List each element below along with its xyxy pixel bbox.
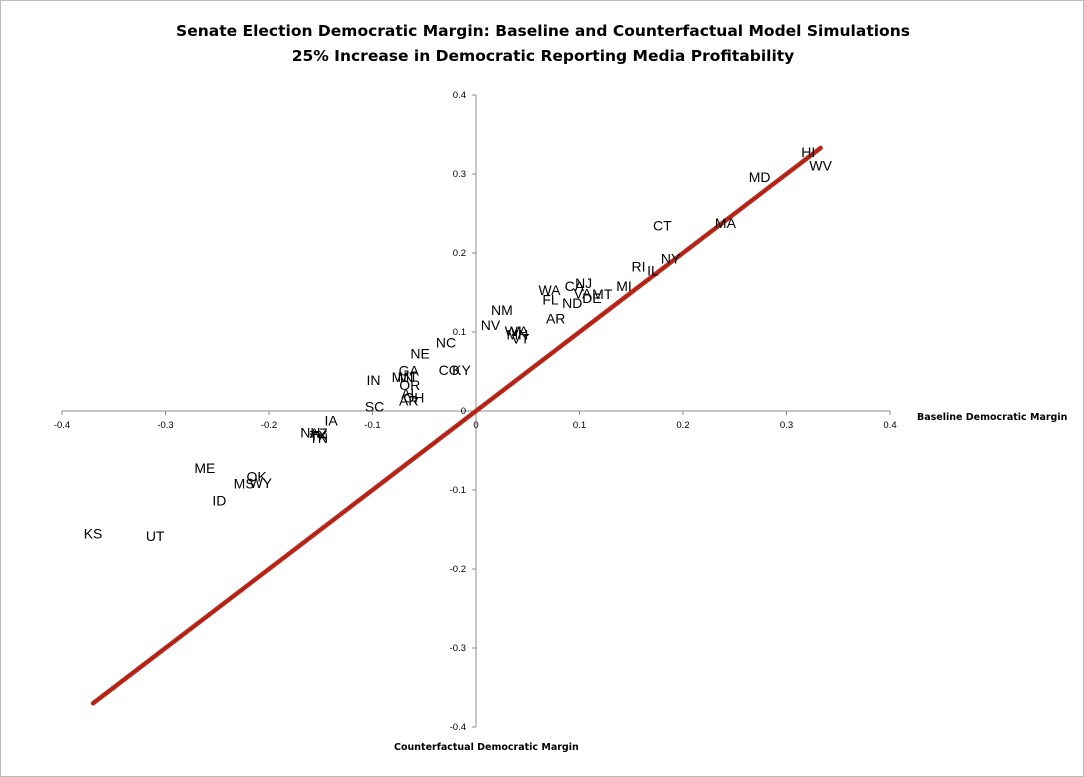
point-label-nh: NH xyxy=(300,424,320,440)
x-tick-label: -0.3 xyxy=(157,420,173,431)
point-label-hi: HI xyxy=(801,144,815,160)
point-label-nd: ND xyxy=(562,295,582,311)
point-label-id: ID xyxy=(212,492,226,508)
point-label-tn: TN xyxy=(309,430,328,446)
y-tick-label: 0.4 xyxy=(453,90,466,101)
point-label-nv: NV xyxy=(481,317,501,333)
x-tick-label: 0.1 xyxy=(573,420,586,431)
point-label-il: IL xyxy=(647,262,659,278)
point-label-al: AL xyxy=(401,386,418,402)
point-label-ia: IA xyxy=(324,412,338,428)
data-points: KS UTMEIDMSOKWYNHAZTXTNIASCINNEGAMNMTORAL… xyxy=(84,144,833,544)
point-label-nj: NJ xyxy=(575,275,592,291)
point-label-nc: NC xyxy=(436,334,456,350)
point-label-ks: KS xyxy=(84,525,103,541)
point-label-ct: CT xyxy=(653,217,672,233)
point-label-me: ME xyxy=(194,460,215,476)
x-tick-label: -0.1 xyxy=(364,420,380,431)
x-tick-label: 0.4 xyxy=(883,420,896,431)
point-label-ky: KY xyxy=(452,362,471,378)
point-label-ri: RI xyxy=(631,258,645,274)
point-label-ar: AR xyxy=(399,393,418,409)
point-label-or: OR xyxy=(399,377,420,393)
y-tick-label: 0.2 xyxy=(453,248,466,259)
point-label-mn: MN xyxy=(392,369,414,385)
point-label-va: VA xyxy=(574,285,592,301)
x-axis-title: Baseline Democratic Margin xyxy=(917,412,1068,423)
point-label-mn: MN xyxy=(507,326,529,342)
point-label-co: CO xyxy=(439,362,460,378)
point-label-wa: WA xyxy=(538,282,561,298)
point-label-ar: AR xyxy=(546,311,565,327)
chart-title: Senate Election Democratic Margin: Basel… xyxy=(176,22,910,40)
point-label-de: DE xyxy=(582,290,601,306)
point-label-ne: NE xyxy=(410,345,429,361)
point-label-ma: MA xyxy=(715,215,737,231)
x-tick-label: -0.4 xyxy=(54,420,70,431)
point-label-ga: GA xyxy=(399,363,420,379)
y-tick-label: 0.3 xyxy=(453,169,466,180)
point-label-va: VA xyxy=(511,323,529,339)
point-label-mt: MT xyxy=(398,369,419,385)
point-label-ut: UT xyxy=(146,528,165,544)
point-label-in: IN xyxy=(367,372,381,388)
point-label-ms: MS xyxy=(234,476,255,492)
reference-line-layer xyxy=(90,145,823,706)
point-label-wv: WV xyxy=(809,157,832,173)
reference-line-core xyxy=(92,147,821,704)
point-label-tx: TX xyxy=(310,427,329,443)
y-axis-title: Counterfactual Democratic Margin xyxy=(394,742,579,753)
y-tick-label: 0 xyxy=(461,406,466,417)
x-tick-label: 0 xyxy=(473,420,478,431)
point-label-mt: MT xyxy=(592,286,613,302)
point-label-vt: VT xyxy=(512,330,530,346)
point-label-wi: WI xyxy=(505,323,522,339)
point-label-ok: OK xyxy=(246,469,267,485)
point-label-oh: OH xyxy=(403,390,424,406)
y-tick-label: -0.1 xyxy=(450,485,466,496)
point-label-ca: CA xyxy=(565,278,585,294)
y-tick-label: -0.4 xyxy=(450,722,466,733)
y-tick-label: -0.2 xyxy=(450,564,466,575)
point-label-fl: FL xyxy=(542,292,559,308)
point-label-ny: NY xyxy=(661,251,681,267)
point-label-sc: SC xyxy=(365,398,384,414)
chart-subtitle: 25% Increase in Democratic Reporting Med… xyxy=(291,47,795,65)
point-label-md: MD xyxy=(749,169,771,185)
y-tick-label: -0.3 xyxy=(450,643,466,654)
point-label-wy: WY xyxy=(249,475,272,491)
point-label-nm: NM xyxy=(491,302,513,318)
x-tick-label: -0.2 xyxy=(261,420,277,431)
point-label-az: AZ xyxy=(310,425,328,441)
point-label-mi: MI xyxy=(616,278,632,294)
x-tick-label: 0.2 xyxy=(676,420,689,431)
y-tick-label: 0.1 xyxy=(453,327,466,338)
x-tick-label: 0.3 xyxy=(780,420,793,431)
